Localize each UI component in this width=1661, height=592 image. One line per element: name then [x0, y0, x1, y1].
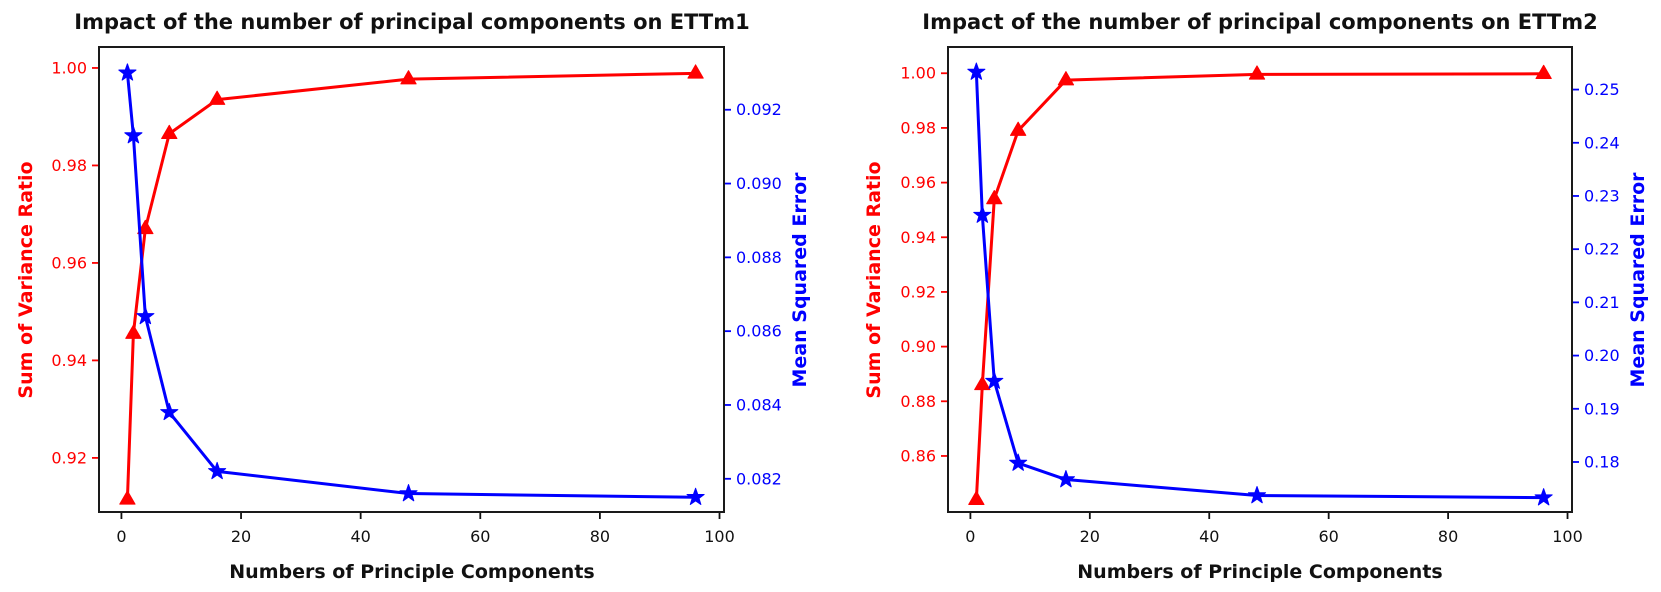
x-tick-label: 60 [1318, 527, 1338, 546]
right-y-tick-label: 0.088 [736, 248, 782, 267]
marker-triangle [400, 70, 417, 85]
x-tick-label: 0 [965, 527, 975, 546]
marker-star [136, 306, 155, 325]
chart-title: Impact of the number of principal compon… [74, 10, 749, 34]
right-y-tick-label: 0.18 [1584, 452, 1620, 471]
right-y-tick-label: 0.086 [736, 322, 782, 341]
right-y-tick-label: 0.25 [1584, 80, 1620, 99]
left-y-tick-label: 0.90 [900, 337, 936, 356]
series-line-mse [974, 70, 1546, 500]
plot-area-ettm1: 0 20 40 60 80 100 0.92 0.94 0.96 0.98 1.00 0.082 0.0… [51, 46, 782, 546]
right-y-tick-label: 0.084 [736, 395, 782, 414]
right-y-axis-label: Mean Squared Error [1627, 172, 1649, 388]
x-tick-label: 60 [470, 527, 490, 546]
x-tick-label: 40 [350, 527, 370, 546]
marker-star [686, 487, 705, 506]
right-y-tick-label: 0.24 [1584, 133, 1620, 152]
x-tick-label: 0 [116, 527, 126, 546]
right-y-tick-label: 0.19 [1584, 399, 1620, 418]
left-y-axis-label: Sum of Variance Ratio [863, 161, 885, 398]
marker-star [1056, 470, 1075, 488]
left-y-tick-label: 0.98 [900, 118, 936, 137]
chart-ettm2-svg: 0 20 40 60 80 100 0.86 0.88 0.90 0.92 0.94 0.96 0.98… [863, 10, 1649, 583]
marker-triangle [119, 490, 136, 505]
marker-triangle [687, 64, 704, 79]
marker-star [124, 126, 143, 144]
marker-triangle [161, 124, 178, 140]
x-tick-label: 100 [1552, 527, 1583, 546]
x-axis-label: Numbers of Principle Components [1077, 561, 1442, 583]
left-y-tick-label: 0.96 [51, 253, 87, 272]
right-y-tick-label: 0.22 [1584, 240, 1620, 259]
marker-star [1247, 486, 1267, 504]
x-tick-label: 80 [590, 527, 610, 546]
series-line-mse [125, 71, 698, 499]
marker-star [973, 205, 992, 223]
marker-triangle [208, 90, 226, 105]
x-tick-label: 100 [704, 527, 735, 546]
marker-star [160, 402, 179, 421]
left-y-tick-label: 0.92 [51, 448, 87, 467]
plot-area-ettm2: 0 20 40 60 80 100 0.86 0.88 0.90 0.92 0.94 0.96 0.98… [900, 46, 1620, 546]
plot-frame [98, 46, 725, 513]
series-line-variance-ratio [125, 71, 698, 501]
left-y-tick-label: 0.92 [900, 282, 936, 301]
marker-star [985, 371, 1004, 389]
marker-triangle [1535, 64, 1552, 80]
left-y-tick-label: 1.00 [51, 58, 87, 77]
series-line-variance-ratio [974, 72, 1546, 502]
left-y-tick-label: 0.96 [900, 173, 936, 192]
marker-triangle [986, 189, 1003, 205]
chart-ettm1: 0 20 40 60 80 100 0.92 0.94 0.96 0.98 1.00 0.082 0.0… [0, 0, 830, 592]
marker-triangle [974, 375, 991, 391]
marker-triangle [137, 219, 154, 235]
right-y-tick-label: 0.092 [736, 100, 782, 119]
right-y-tick-label: 0.090 [736, 174, 782, 193]
left-y-tick-label: 0.88 [900, 392, 936, 411]
right-y-tick-label: 0.20 [1584, 346, 1620, 365]
marker-triangle [1248, 65, 1266, 80]
marker-triangle [1057, 71, 1075, 86]
left-y-tick-label: 0.94 [900, 228, 936, 247]
left-y-axis-label: Sum of Variance Ratio [15, 161, 37, 398]
right-y-tick-label: 0.21 [1584, 293, 1620, 312]
right-y-tick-label: 0.23 [1584, 186, 1620, 205]
right-y-tick-label: 0.082 [736, 469, 782, 488]
left-y-tick-label: 0.94 [51, 351, 87, 370]
left-y-tick-label: 1.00 [900, 64, 936, 83]
chart-title: Impact of the number of principal compon… [922, 10, 1597, 34]
x-tick-label: 20 [231, 527, 251, 546]
x-axis-label: Numbers of Principle Components [229, 561, 594, 583]
marker-star [967, 62, 986, 80]
marker-star [1534, 488, 1553, 506]
marker-star [208, 461, 227, 480]
x-tick-label: 80 [1438, 527, 1458, 546]
marker-triangle [1010, 121, 1027, 136]
chart-ettm1-svg: 0 20 40 60 80 100 0.92 0.94 0.96 0.98 1.00 0.082 0.0… [15, 10, 811, 583]
plot-frame [947, 46, 1573, 513]
marker-star [1009, 453, 1028, 471]
marker-star [399, 484, 418, 502]
right-y-axis-label: Mean Squared Error [789, 172, 811, 388]
marker-triangle [125, 324, 142, 339]
marker-triangle [968, 490, 985, 505]
marker-star [118, 63, 137, 81]
left-y-tick-label: 0.86 [900, 446, 936, 465]
left-y-tick-label: 0.98 [51, 156, 87, 175]
x-tick-label: 20 [1080, 527, 1100, 546]
chart-ettm2: 0 20 40 60 80 100 0.86 0.88 0.90 0.92 0.94 0.96 0.98… [830, 0, 1661, 592]
x-tick-label: 40 [1199, 527, 1219, 546]
